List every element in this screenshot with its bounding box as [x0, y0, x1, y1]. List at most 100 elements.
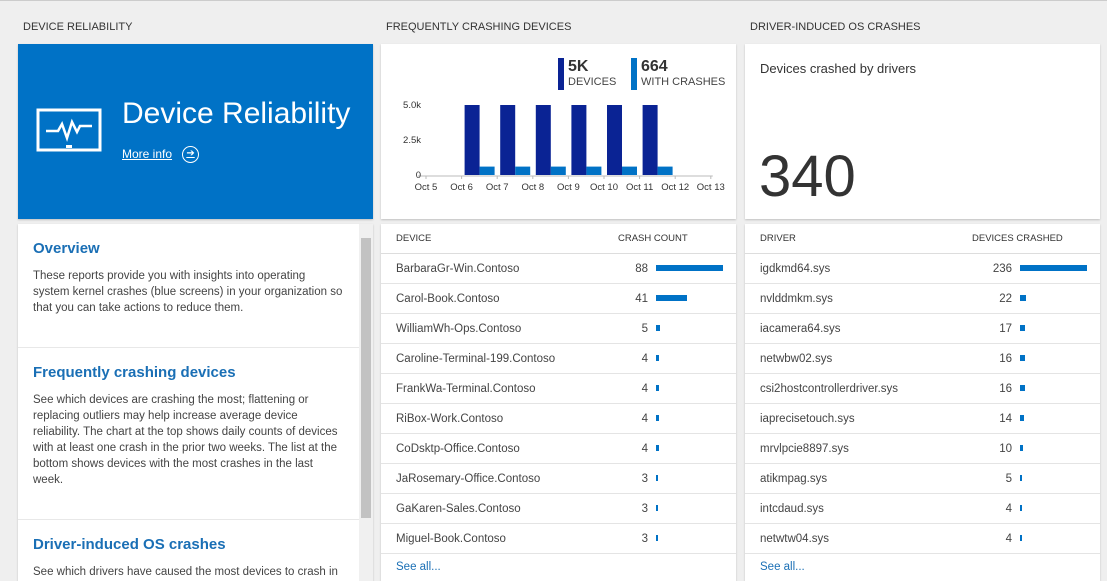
- table-row[interactable]: CoDsktp-Office.Contoso 4: [381, 434, 736, 464]
- table-row[interactable]: igdkmd64.sys 236: [745, 254, 1100, 284]
- row-name[interactable]: iacamera64.sys: [760, 322, 841, 335]
- info-heading[interactable]: Driver-induced OS crashes: [33, 536, 226, 553]
- table-row[interactable]: Carol-Book.Contoso 41: [381, 284, 736, 314]
- row-count: 16: [999, 352, 1012, 365]
- more-info-text[interactable]: More info: [122, 147, 173, 161]
- info-text: These reports provide you with insights …: [33, 270, 343, 314]
- row-count: 4: [1005, 502, 1012, 515]
- section-title-device-reliability: DEVICE RELIABILITY: [23, 21, 133, 33]
- row-name[interactable]: WilliamWh-Ops.Contoso: [396, 322, 522, 335]
- monitor-heartbeat-icon: [36, 108, 102, 152]
- x-tick-label: Oct 10: [590, 182, 618, 193]
- row-name[interactable]: Miguel-Book.Contoso: [396, 532, 506, 545]
- more-info-link[interactable]: More info ➔: [122, 145, 200, 163]
- row-name[interactable]: iaprecisetouch.sys: [760, 412, 855, 425]
- col-crash-count[interactable]: CRASH COUNT: [618, 233, 688, 244]
- bar-devices: [464, 105, 480, 175]
- row-name[interactable]: BarbaraGr-Win.Contoso: [396, 262, 520, 275]
- row-count: 5: [1005, 472, 1012, 485]
- row-bar: [1020, 475, 1100, 482]
- col-driver[interactable]: DRIVER: [760, 233, 796, 244]
- row-count: 14: [999, 412, 1012, 425]
- scrollbar[interactable]: [359, 224, 373, 581]
- x-tick-label: Oct 9: [557, 182, 580, 193]
- row-name[interactable]: JaRosemary-Office.Contoso: [396, 472, 541, 485]
- bar-devices: [607, 105, 622, 175]
- table-row[interactable]: atikmpag.sys 5: [745, 464, 1100, 494]
- arrow-right-circle-icon[interactable]: ➔: [182, 145, 200, 163]
- legend-label: WITH CRASHES: [641, 76, 726, 88]
- x-tick-label: Oct 6: [450, 182, 473, 193]
- row-name[interactable]: netwbw02.sys: [760, 352, 833, 365]
- row-bar: [1020, 385, 1100, 392]
- row-bar: [656, 265, 736, 272]
- row-name[interactable]: mrvlpcie8897.sys: [760, 442, 849, 455]
- table-row[interactable]: FrankWa-Terminal.Contoso 4: [381, 374, 736, 404]
- bar-with-crashes: [479, 166, 495, 175]
- info-heading[interactable]: Overview: [33, 240, 100, 257]
- table-row[interactable]: nvlddmkm.sys 22: [745, 284, 1100, 314]
- row-bar: [1020, 505, 1100, 512]
- drivers-see-all-link[interactable]: See all...: [760, 561, 805, 573]
- row-name[interactable]: FrankWa-Terminal.Contoso: [396, 382, 536, 395]
- col-devices-crashed[interactable]: DEVICES CRASHED: [972, 233, 1063, 244]
- row-bar: [656, 355, 736, 362]
- row-bar: [1020, 265, 1100, 272]
- row-name[interactable]: igdkmd64.sys: [760, 262, 831, 275]
- table-row[interactable]: JaRosemary-Office.Contoso 3: [381, 464, 736, 494]
- row-name[interactable]: GaKaren-Sales.Contoso: [396, 502, 521, 515]
- row-name[interactable]: nvlddmkm.sys: [760, 292, 833, 305]
- table-row[interactable]: GaKaren-Sales.Contoso 3: [381, 494, 736, 524]
- row-count: 4: [1005, 532, 1012, 545]
- row-name[interactable]: CoDsktp-Office.Contoso: [396, 442, 520, 455]
- row-bar: [656, 385, 736, 392]
- table-row[interactable]: Caroline-Terminal-199.Contoso 4: [381, 344, 736, 374]
- table-row[interactable]: intcdaud.sys 4: [745, 494, 1100, 524]
- table-row[interactable]: RiBox-Work.Contoso 4: [381, 404, 736, 434]
- row-count: 4: [641, 442, 648, 455]
- y-tick-label: 5.0k: [403, 100, 421, 111]
- bar-with-crashes: [550, 166, 566, 175]
- row-name[interactable]: atikmpag.sys: [760, 472, 828, 485]
- table-row[interactable]: WilliamWh-Ops.Contoso 5: [381, 314, 736, 344]
- row-name[interactable]: csi2hostcontrollerdriver.sys: [760, 382, 899, 395]
- bar-with-crashes: [622, 166, 637, 175]
- bar-with-crashes: [586, 166, 602, 175]
- scrollbar-thumb[interactable]: [361, 238, 371, 518]
- row-bar: [656, 475, 736, 482]
- driver-total-label: Devices crashed by drivers: [760, 61, 917, 76]
- table-row[interactable]: iaprecisetouch.sys 14: [745, 404, 1100, 434]
- table-row[interactable]: csi2hostcontrollerdriver.sys 16: [745, 374, 1100, 404]
- bar-devices: [642, 105, 658, 175]
- info-panel: Overview These reports provide you with i…: [18, 224, 373, 581]
- y-tick-label: 0: [416, 170, 421, 181]
- row-name[interactable]: Caroline-Terminal-199.Contoso: [396, 352, 556, 365]
- info-section: Driver-induced OS crashes See which drive…: [18, 520, 359, 580]
- info-heading[interactable]: Frequently crashing devices: [33, 364, 236, 381]
- row-count: 3: [641, 502, 648, 515]
- section-title-frequent: FREQUENTLY CRASHING DEVICES: [386, 21, 572, 33]
- section-title-driver: DRIVER-INDUCED OS CRASHES: [750, 21, 921, 33]
- table-row[interactable]: mrvlpcie8897.sys 10: [745, 434, 1100, 464]
- row-name[interactable]: netwtw04.sys: [760, 532, 830, 545]
- row-bar: [1020, 445, 1100, 452]
- row-name[interactable]: intcdaud.sys: [760, 502, 824, 515]
- info-text: See which devices are crashing the most;…: [33, 394, 338, 486]
- driver-total-value: 340: [759, 144, 856, 209]
- col-device[interactable]: DEVICE: [396, 233, 432, 244]
- devices-see-all-link[interactable]: See all...: [396, 561, 441, 573]
- row-bar: [1020, 415, 1100, 422]
- table-row[interactable]: BarbaraGr-Win.Contoso 88: [381, 254, 736, 284]
- row-count: 3: [641, 532, 648, 545]
- row-name[interactable]: Carol-Book.Contoso: [396, 292, 500, 305]
- row-count: 4: [641, 382, 648, 395]
- crash-chart-card: 5K DEVICES 664 WITH CRASHES Oct 5 Oct 6 Oct …: [381, 44, 736, 219]
- row-name[interactable]: RiBox-Work.Contoso: [396, 412, 504, 425]
- table-row[interactable]: Miguel-Book.Contoso 3: [381, 524, 736, 554]
- table-row[interactable]: netwbw02.sys 16: [745, 344, 1100, 374]
- table-row[interactable]: iacamera64.sys 17: [745, 314, 1100, 344]
- table-row[interactable]: netwtw04.sys 4: [745, 524, 1100, 554]
- x-tick-label: Oct 13: [697, 182, 725, 193]
- row-bar: [1020, 295, 1100, 302]
- row-count: 4: [641, 412, 648, 425]
